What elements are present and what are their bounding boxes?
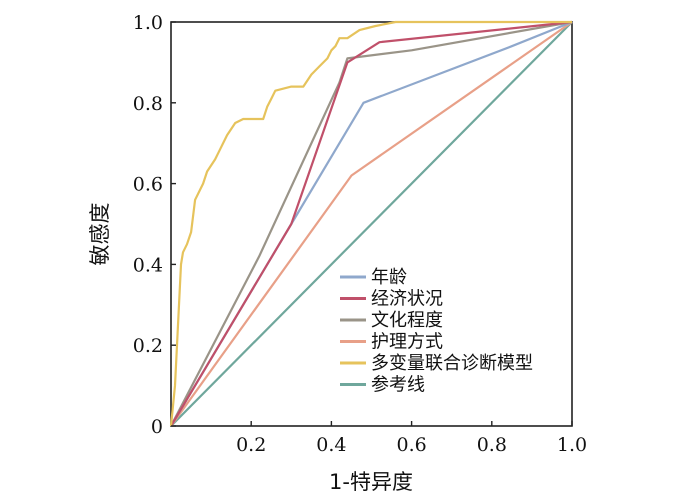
legend-label: 参考线 — [371, 375, 425, 396]
x-tick-label: 0.8 — [477, 434, 507, 456]
x-tick-label: 1.0 — [557, 434, 587, 456]
x-tick-label: 0.6 — [396, 434, 426, 456]
series-line-5 — [170, 21, 573, 427]
series-line-1 — [170, 20, 573, 427]
legend-label: 护理方式 — [371, 332, 443, 353]
x-tick-label: 0.2 — [236, 434, 266, 456]
x-axis-label: 1-特异度 — [329, 470, 413, 494]
legend-label: 年龄 — [371, 267, 407, 288]
ticks-layer: 0.2 0.4 0.6 0.8 1.0 0 0.2 0.4 0.6 0.8 1.0 — [133, 12, 587, 456]
y-tick-label: 0.4 — [133, 254, 163, 276]
x-tick-label: 0.4 — [316, 434, 346, 456]
legend-label: 多变量联合诊断模型 — [371, 353, 533, 374]
series-layer — [169, 20, 573, 427]
y-tick-label: 0.6 — [133, 174, 163, 196]
y-tick-label: 0.2 — [133, 335, 163, 357]
y-tick-label: 1.0 — [133, 12, 163, 34]
y-tick-label: 0.8 — [133, 93, 163, 115]
y-axis-label: 敏感度 — [88, 203, 112, 266]
legend-label: 经济状况 — [371, 289, 443, 310]
legend-label: 文化程度 — [371, 310, 443, 331]
series-line-3 — [170, 21, 573, 427]
series-line-4 — [169, 20, 572, 427]
plot-frame — [170, 21, 573, 427]
y-tick-label: 0 — [151, 416, 163, 438]
series-line-2 — [170, 20, 573, 427]
